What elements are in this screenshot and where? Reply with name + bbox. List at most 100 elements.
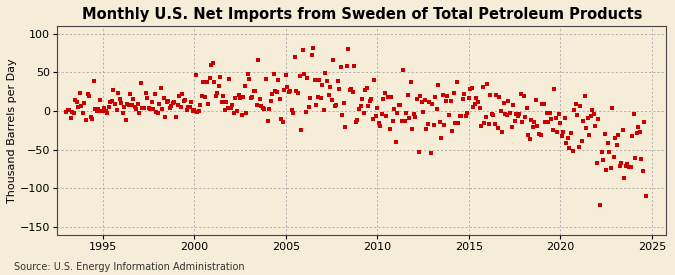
Point	[159, 96, 169, 101]
Point	[206, 63, 217, 67]
Point	[410, 114, 421, 119]
Point	[354, 106, 364, 111]
Point	[462, 111, 472, 115]
Point	[549, 87, 560, 92]
Point	[520, 115, 531, 119]
Point	[230, 96, 241, 100]
Point	[296, 128, 306, 133]
Point	[541, 110, 552, 115]
Point	[195, 103, 206, 107]
Point	[245, 96, 256, 100]
Point	[619, 176, 630, 181]
Point	[537, 101, 547, 106]
Point	[227, 102, 238, 107]
Point	[210, 93, 221, 98]
Point	[213, 83, 224, 88]
Point	[384, 127, 395, 131]
Point	[474, 106, 485, 111]
Point	[204, 76, 215, 80]
Point	[84, 93, 95, 98]
Point	[95, 98, 105, 103]
Point	[532, 123, 543, 128]
Point	[433, 82, 443, 87]
Point	[488, 113, 499, 117]
Point	[73, 104, 84, 109]
Point	[151, 110, 161, 114]
Point	[72, 100, 82, 104]
Point	[192, 109, 202, 114]
Point	[431, 107, 442, 111]
Point	[366, 97, 377, 101]
Point	[196, 94, 207, 98]
Point	[143, 106, 154, 110]
Point	[291, 89, 302, 93]
Point	[137, 105, 148, 110]
Point	[465, 87, 476, 92]
Point	[256, 104, 267, 108]
Point	[70, 98, 81, 102]
Point	[305, 96, 316, 100]
Point	[115, 101, 126, 105]
Point	[506, 125, 517, 129]
Point	[521, 106, 532, 111]
Point	[543, 120, 554, 124]
Point	[302, 76, 313, 81]
Point	[441, 99, 452, 103]
Point	[485, 93, 495, 98]
Point	[517, 120, 528, 124]
Point	[101, 109, 111, 113]
Point	[265, 99, 276, 103]
Point	[343, 47, 354, 51]
Point	[80, 118, 91, 122]
Point	[270, 89, 281, 93]
Point	[500, 112, 511, 116]
Point	[349, 64, 360, 69]
Point	[320, 70, 331, 75]
Point	[326, 98, 337, 102]
Point	[618, 127, 628, 132]
Point	[332, 79, 343, 83]
Point	[76, 104, 87, 108]
Point	[300, 110, 311, 114]
Point	[508, 103, 518, 108]
Point	[585, 114, 596, 119]
Point	[361, 86, 372, 90]
Point	[67, 110, 78, 114]
Point	[612, 142, 622, 147]
Point	[102, 111, 113, 116]
Point	[288, 111, 299, 116]
Text: Source: U.S. Energy Information Administration: Source: U.S. Energy Information Administ…	[14, 262, 244, 272]
Point	[122, 102, 132, 106]
Point	[180, 98, 190, 102]
Point	[93, 107, 104, 111]
Point	[550, 116, 561, 120]
Point	[383, 95, 394, 100]
Point	[389, 107, 400, 111]
Point	[408, 112, 419, 117]
Point	[486, 111, 497, 116]
Point	[352, 118, 363, 122]
Point	[448, 91, 459, 95]
Point	[223, 106, 234, 110]
Point	[182, 108, 192, 112]
Point	[160, 115, 171, 119]
Point	[367, 117, 378, 121]
Point	[540, 120, 551, 124]
Point	[538, 102, 549, 107]
Point	[311, 102, 322, 107]
Point	[614, 164, 625, 169]
Point	[348, 90, 358, 95]
Point	[625, 165, 636, 169]
Point	[62, 108, 73, 112]
Point	[108, 88, 119, 92]
Point	[362, 104, 373, 108]
Point	[88, 79, 99, 83]
Point	[238, 95, 248, 100]
Point	[509, 119, 520, 123]
Point	[107, 98, 117, 103]
Point	[554, 112, 564, 116]
Point	[327, 58, 338, 62]
Point	[534, 132, 545, 137]
Point	[161, 100, 172, 104]
Point	[172, 103, 183, 107]
